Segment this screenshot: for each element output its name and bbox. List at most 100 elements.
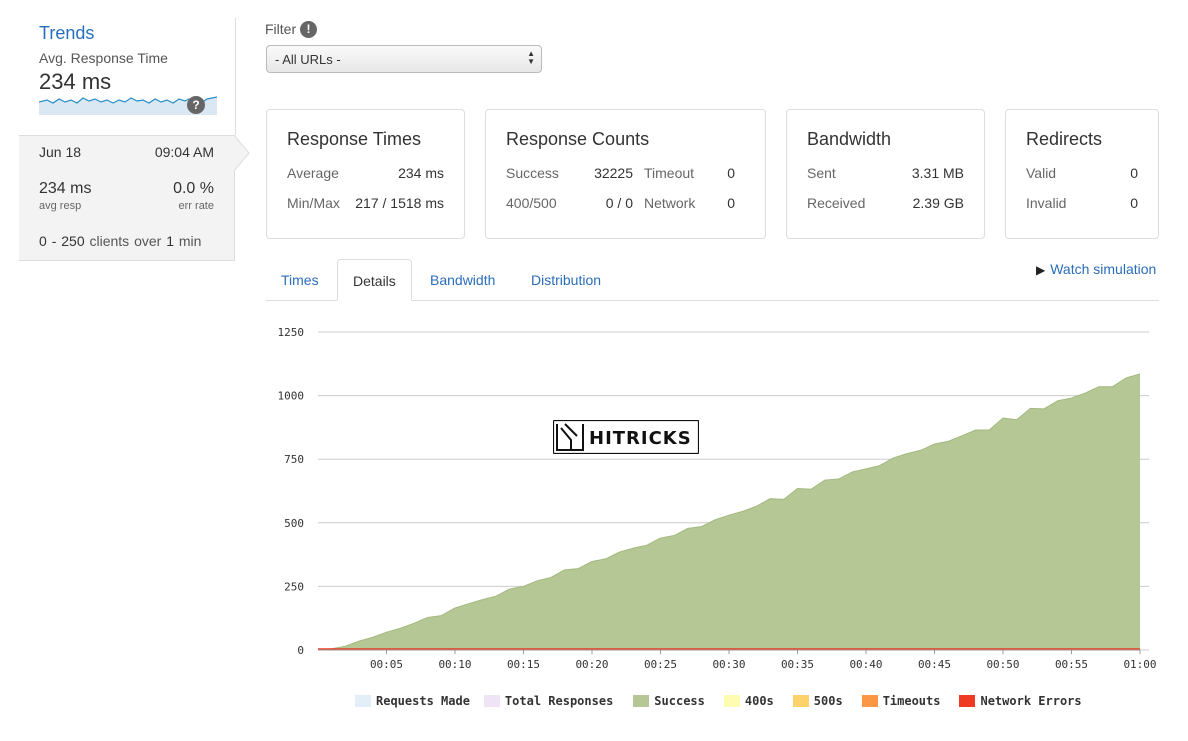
- success-series-area: [318, 373, 1140, 650]
- watch-simulation-label: Watch simulation: [1050, 261, 1157, 277]
- valid-label: Valid: [1026, 165, 1057, 181]
- watermark-text: HITRICKS: [589, 428, 692, 449]
- trends-title[interactable]: Trends: [39, 23, 95, 43]
- timeout-value: 0: [727, 165, 735, 181]
- sent-value: 3.31 MB: [911, 165, 964, 181]
- legend-swatch: [723, 695, 740, 707]
- network-label: Network: [644, 195, 696, 211]
- valid-value: 0: [1130, 165, 1138, 181]
- x-tick-label: 00:30: [712, 658, 745, 671]
- clients-unit: min: [178, 233, 202, 249]
- legend-item[interactable]: Total Responses: [483, 694, 614, 708]
- tab-distribution[interactable]: Distribution: [531, 272, 602, 288]
- legend-swatch: [355, 695, 371, 707]
- redirects-card: Redirects Valid 0 Invalid 0: [1005, 109, 1159, 239]
- x-tick-label: 00:55: [1055, 658, 1088, 671]
- trends-summary[interactable]: Trends Avg. Response Time 234 ms ?: [19, 18, 236, 135]
- bandwidth-card: Bandwidth Sent 3.31 MB Received 2.39 GB: [786, 109, 985, 239]
- y-tick-label: 750: [284, 453, 304, 466]
- filter-label: Filter: [265, 21, 297, 37]
- response-counts-card: Response Counts Success 32225 Timeout 0 …: [485, 109, 766, 239]
- detail-err-rate-label: err rate: [178, 200, 214, 212]
- trends-panel: Trends Avg. Response Time 234 ms ? Jun 1…: [19, 18, 250, 261]
- legend-swatch: [483, 695, 500, 707]
- success-value: 32225: [594, 165, 633, 181]
- y-tick-label: 0: [297, 644, 304, 657]
- legend-label: Network Errors: [980, 694, 1082, 708]
- clients-to: 250: [61, 233, 85, 249]
- avg-response-label: Avg. Response Time: [39, 50, 168, 66]
- received-value: 2.39 GB: [912, 195, 964, 211]
- legend-label: 500s: [813, 694, 843, 708]
- trend-detail-box: Jun 18 09:04 AM 234 ms avg resp 0.0 % er…: [19, 135, 235, 261]
- legend-item[interactable]: Network Errors: [959, 694, 1082, 708]
- legend-item[interactable]: Timeouts: [861, 694, 940, 708]
- x-tick-label: 00:50: [986, 658, 1019, 671]
- url-filter-value: - All URLs -: [275, 52, 341, 67]
- select-arrows-icon: ▲ ▼: [527, 49, 535, 66]
- invalid-label: Invalid: [1026, 195, 1067, 211]
- x-tick-label: 00:45: [918, 658, 951, 671]
- x-tick-label: 00:20: [575, 658, 608, 671]
- legend-swatch: [792, 695, 809, 707]
- detail-time: 09:04 AM: [154, 144, 214, 160]
- legend-swatch: [861, 695, 878, 707]
- filter-help-icon[interactable]: !: [300, 21, 317, 38]
- legend-label: Total Responses: [504, 694, 614, 708]
- errors-400-500-value: 0 / 0: [605, 195, 633, 211]
- legend-item[interactable]: Requests Made: [355, 694, 470, 708]
- timeout-label: Timeout: [644, 165, 695, 181]
- tab-details[interactable]: Details: [337, 259, 412, 301]
- y-tick-label: 250: [284, 580, 304, 593]
- chart-plot-area: [317, 373, 1141, 651]
- y-tick-label: 1000: [278, 390, 305, 403]
- hitricks-watermark-logo: HITRICKS: [553, 420, 699, 454]
- legend-item[interactable]: 400s: [723, 694, 774, 708]
- avg-response-value: 234 ms: [39, 69, 112, 94]
- url-filter-select[interactable]: - All URLs - ▲ ▼: [266, 45, 542, 73]
- clients-duration: 1: [166, 233, 174, 249]
- received-label: Received: [807, 195, 866, 211]
- network-value: 0: [727, 195, 735, 211]
- detail-avg-resp-label: avg resp: [39, 200, 82, 212]
- detail-date: Jun 18: [39, 144, 82, 160]
- play-icon: ▶: [1036, 263, 1046, 277]
- legend-item[interactable]: 500s: [792, 694, 843, 708]
- success-label: Success: [506, 165, 559, 181]
- minmax-value: 217 / 1518 ms: [355, 195, 444, 211]
- response-time-sparkline[interactable]: [39, 95, 217, 115]
- card-title: Response Counts: [506, 129, 650, 149]
- legend-item[interactable]: Success: [633, 694, 705, 708]
- x-axis: 00:05 00:10 00:15 00:20 00:25 00:30 00:35 00:40…: [318, 649, 1157, 671]
- detail-clients: 0 - 250 clients over 1 min: [39, 233, 201, 249]
- detail-err-rate-value: 0.0 %: [173, 180, 214, 197]
- x-tick-label: 00:35: [781, 658, 814, 671]
- clients-text: clients over: [89, 233, 162, 249]
- sent-label: Sent: [807, 165, 836, 181]
- card-title: Redirects: [1026, 129, 1103, 149]
- legend-label: Success: [654, 694, 705, 708]
- tab-times[interactable]: Times: [281, 272, 319, 288]
- x-tick-label: 01:00: [1123, 658, 1156, 671]
- y-axis: 0 250 500 750 1000 1250: [278, 326, 305, 657]
- legend-swatch: [633, 695, 650, 707]
- legend-swatch: [959, 695, 976, 707]
- success-series-line: [317, 373, 1141, 651]
- x-tick-label: 00:40: [849, 658, 882, 671]
- tabs-divider: [266, 300, 1159, 301]
- tab-bandwidth[interactable]: Bandwidth: [430, 272, 496, 288]
- help-icon[interactable]: ?: [187, 96, 205, 114]
- chart-legend: Requests Made Total Responses Success 400s 5…: [355, 694, 1082, 708]
- clients-from: 0: [39, 233, 47, 249]
- average-value: 234 ms: [398, 165, 444, 181]
- legend-label: Requests Made: [376, 694, 470, 708]
- x-tick-label: 00:10: [438, 658, 471, 671]
- clients-separator: -: [51, 233, 57, 249]
- y-tick-label: 1250: [278, 326, 305, 339]
- y-tick-label: 500: [284, 517, 304, 530]
- x-tick-label: 00:25: [644, 658, 677, 671]
- x-tick-label: 00:15: [507, 658, 540, 671]
- minmax-label: Min/Max: [287, 195, 340, 211]
- watch-simulation-link[interactable]: ▶ Watch simulation: [1036, 261, 1156, 277]
